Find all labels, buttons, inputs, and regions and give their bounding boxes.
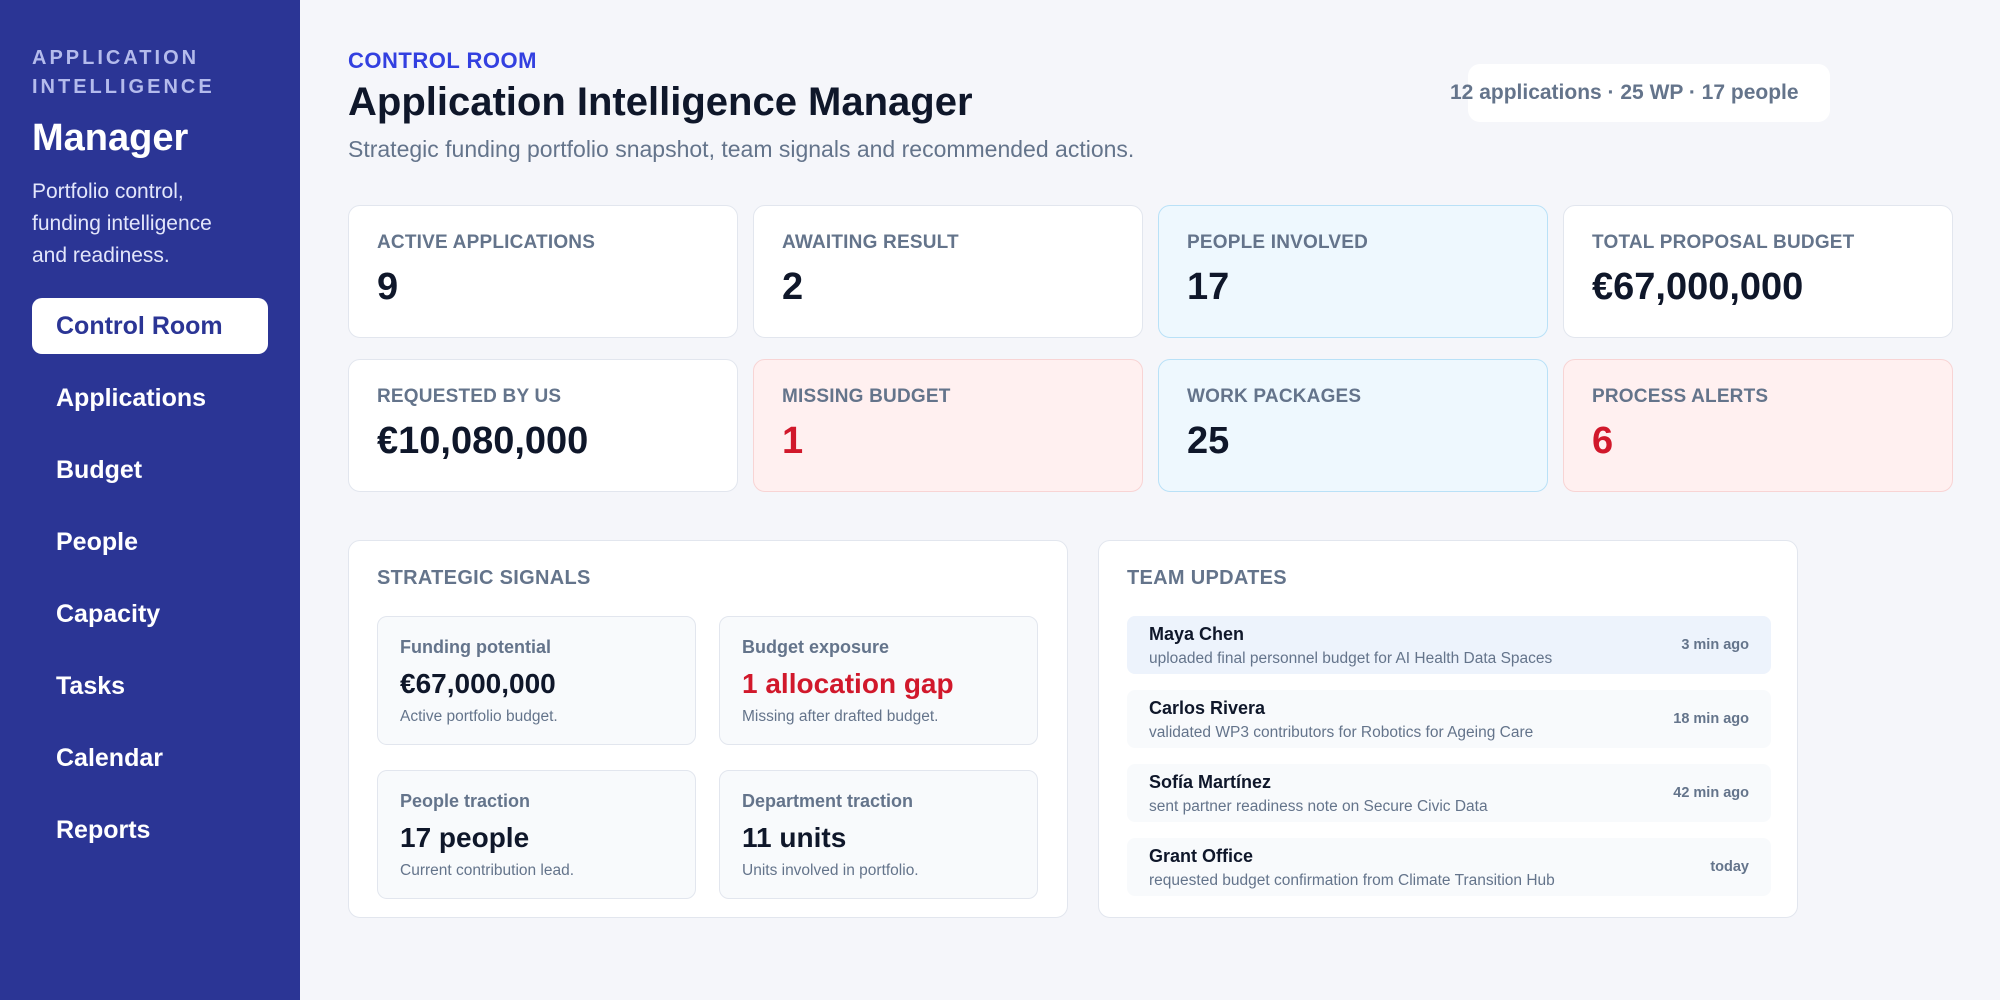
update-time: 18 min ago (1673, 711, 1749, 727)
kpi-missing-budget: MISSING BUDGET 1 (753, 359, 1143, 492)
update-text: uploaded final personnel budget for AI H… (1149, 650, 1553, 667)
update-author: Maya Chen (1149, 624, 1245, 644)
summary-badge: 12 applications · 25 WP · 17 people (1450, 64, 1830, 122)
team-updates-panel: TEAM UPDATES Maya Chen uploaded final pe… (1098, 540, 1798, 918)
sidebar-tagline: Portfolio control, funding intelligence … (32, 180, 212, 267)
signal-note: Active portfolio budget. (400, 708, 558, 725)
update-text: requested budget confirmation from Clima… (1149, 872, 1555, 889)
kpi-value: 1 (782, 420, 804, 462)
update-item[interactable]: Maya Chen uploaded final personnel budge… (1127, 616, 1771, 674)
signal-budget-exposure: Budget exposure 1 allocation gap Missing… (719, 616, 1038, 745)
panel-title: STRATEGIC SIGNALS (377, 567, 591, 589)
kpi-value: 2 (782, 266, 804, 308)
kpi-label: MISSING BUDGET (782, 386, 951, 407)
kpi-awaiting-result: AWAITING RESULT 2 (753, 205, 1143, 338)
sidebar-item-budget[interactable]: Budget (56, 456, 143, 484)
summary-text: 12 applications · 25 WP · 17 people (1450, 81, 1799, 104)
update-text: sent partner readiness note on Secure Ci… (1149, 798, 1488, 815)
sidebar-item-tasks[interactable]: Tasks (56, 672, 126, 700)
sidebar-item-reports[interactable]: Reports (56, 816, 151, 844)
signal-value: 1 allocation gap (742, 668, 954, 699)
sidebar-item-applications[interactable]: Applications (56, 384, 207, 412)
strategic-signals-panel: STRATEGIC SIGNALS Funding potential €67,… (348, 540, 1068, 918)
update-author: Sofía Martínez (1149, 772, 1272, 792)
kpi-value: €10,080,000 (377, 420, 589, 462)
kpi-label: AWAITING RESULT (782, 232, 959, 253)
update-item[interactable]: Grant Office requested budget confirmati… (1127, 838, 1771, 896)
sidebar-item-calendar[interactable]: Calendar (56, 744, 163, 772)
update-author: Carlos Rivera (1149, 698, 1266, 718)
main-content: CONTROL ROOM Application Intelligence Ma… (348, 0, 1953, 1000)
kpi-requested-by-us: REQUESTED BY US €10,080,000 (348, 359, 738, 492)
kpi-value: 6 (1592, 420, 1614, 462)
signal-funding-potential: Funding potential €67,000,000 Active por… (377, 616, 696, 745)
sidebar-item-capacity[interactable]: Capacity (56, 600, 161, 628)
kpi-value: 25 (1187, 420, 1230, 462)
kpi-process-alerts: PROCESS ALERTS 6 (1563, 359, 1953, 492)
signal-note: Missing after drafted budget. (742, 708, 939, 725)
update-text: validated WP3 contributors for Robotics … (1149, 724, 1534, 741)
kpi-value: 9 (377, 266, 399, 308)
update-item[interactable]: Carlos Rivera validated WP3 contributors… (1127, 690, 1771, 748)
kpi-work-packages: WORK PACKAGES 25 (1158, 359, 1548, 492)
panel-title: TEAM UPDATES (1127, 567, 1287, 589)
sidebar-item-control-room[interactable]: Control Room (32, 298, 268, 354)
sidebar-eyebrow: APPLICATION INTELLIGENCE (32, 47, 215, 98)
signal-value: €67,000,000 (400, 668, 556, 699)
update-author: Grant Office (1149, 846, 1254, 866)
kpi-label: PROCESS ALERTS (1592, 386, 1769, 407)
signal-department-traction: Department traction 11 units Units invol… (719, 770, 1038, 899)
update-time: 42 min ago (1673, 785, 1749, 801)
signal-label: Department traction (742, 791, 914, 811)
kpi-label: WORK PACKAGES (1187, 386, 1362, 407)
signal-value: 11 units (742, 822, 847, 853)
kpi-label: PEOPLE INVOLVED (1187, 232, 1369, 253)
kpi-label: TOTAL PROPOSAL BUDGET (1592, 232, 1855, 253)
page-subtitle: Strategic funding portfolio snapshot, te… (348, 136, 1135, 162)
signal-note: Units involved in portfolio. (742, 862, 919, 879)
kpi-value: 17 (1187, 266, 1230, 308)
kpi-people-involved: PEOPLE INVOLVED 17 (1158, 205, 1548, 338)
sidebar-nav: Control Room Applications Budget People … (32, 298, 268, 858)
sidebar-brand: Manager (32, 117, 189, 159)
kpi-label: ACTIVE APPLICATIONS (377, 232, 596, 253)
kpi-total-proposal-budget: TOTAL PROPOSAL BUDGET €67,000,000 (1563, 205, 1953, 338)
signal-label: People traction (400, 791, 531, 811)
signal-value: 17 people (400, 822, 530, 853)
page-eyebrow: CONTROL ROOM (348, 48, 537, 73)
signal-note: Current contribution lead. (400, 862, 575, 879)
kpi-value: €67,000,000 (1592, 266, 1804, 308)
signal-label: Budget exposure (742, 637, 890, 657)
kpi-active-applications: ACTIVE APPLICATIONS 9 (348, 205, 738, 338)
sidebar-item-people[interactable]: People (56, 528, 138, 556)
signal-label: Funding potential (400, 637, 551, 657)
update-item[interactable]: Sofía Martínez sent partner readiness no… (1127, 764, 1771, 822)
page-title: Application Intelligence Manager (348, 80, 973, 124)
update-time: 3 min ago (1681, 637, 1749, 653)
kpi-label: REQUESTED BY US (377, 386, 562, 407)
update-time: today (1710, 859, 1749, 875)
signal-people-traction: People traction 17 people Current contri… (377, 770, 696, 899)
sidebar: APPLICATION INTELLIGENCE Manager Portfol… (0, 0, 300, 1000)
